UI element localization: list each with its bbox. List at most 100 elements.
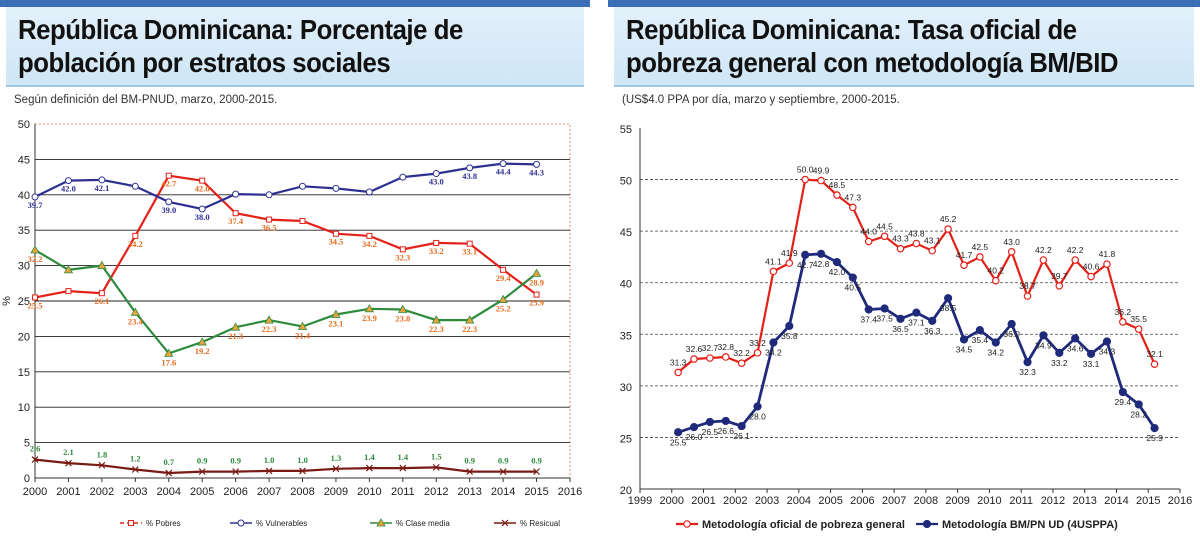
data-label: 32.3 (1019, 367, 1036, 377)
data-point (912, 239, 921, 248)
data-point (849, 203, 857, 212)
chart-panel-left: República Dominicana: Porcentaje de pobl… (0, 0, 590, 546)
data-label: 34.3 (1099, 347, 1116, 357)
data-label: 32.3 (395, 252, 410, 262)
data-point (498, 294, 508, 303)
legend-swatch-marker (922, 519, 932, 529)
data-point (97, 260, 107, 270)
data-point (1039, 331, 1048, 340)
data-label: 34.2 (362, 239, 377, 249)
data-label: 28.2 (1130, 409, 1147, 419)
data-label: 48.5 (829, 180, 846, 190)
data-point (1086, 349, 1096, 358)
data-label: 26.0 (686, 432, 703, 442)
x-tick-label: 2015 (1136, 495, 1160, 507)
data-point (265, 191, 273, 199)
data-point (975, 326, 984, 335)
x-tick-label: 1999 (628, 495, 652, 507)
data-point (431, 315, 441, 324)
data-point (366, 232, 373, 239)
data-point (1023, 358, 1032, 367)
data-point (533, 160, 541, 168)
data-label: 25.9 (529, 298, 544, 308)
data-label: 29.4 (496, 273, 512, 283)
data-point (131, 466, 139, 473)
data-label: 40.6 (1083, 262, 1100, 272)
series-1: 25.5 26.1 34.2 42.7 42.0 37.4 36.5 34.5 34.2 32.3… (28, 172, 544, 310)
data-label: 32.2 (733, 348, 750, 358)
data-point (976, 253, 984, 261)
x-tick-label: 2016 (558, 486, 582, 498)
data-point (332, 230, 339, 237)
data-label: 33.2 (749, 338, 766, 348)
x-tick-label: 2014 (1104, 495, 1128, 507)
data-point (32, 294, 38, 301)
data-point (297, 321, 308, 330)
data-label: 37.4 (228, 216, 244, 226)
data-label: 39.7 (1051, 271, 1068, 281)
data-point (432, 463, 440, 471)
data-point (30, 245, 40, 254)
data-point (785, 321, 794, 331)
x-tick-label: 2012 (424, 486, 448, 498)
series-2: 25.526.026.5 26.626.1 28.0 34.2 35.8 42.7 42.8… (670, 249, 1163, 447)
data-point (132, 232, 139, 239)
x-tick-label: 2013 (1072, 495, 1096, 507)
data-point (499, 160, 507, 168)
data-label: 34.6 (1067, 343, 1084, 353)
data-point (299, 467, 306, 475)
x-tick-label: 2011 (1009, 495, 1033, 507)
data-point (65, 288, 72, 295)
data-point (433, 239, 440, 246)
x-tick-label: 2014 (491, 486, 515, 498)
legend-swatch-marker (683, 520, 691, 528)
y-tick-label: 45 (620, 227, 632, 239)
data-label: 25.5 (670, 437, 687, 447)
data-point (721, 353, 730, 361)
data-point (299, 182, 306, 190)
data-point (165, 172, 172, 179)
x-tick-label: 2015 (524, 486, 548, 498)
data-point (769, 338, 778, 347)
series-line (34, 458, 537, 475)
data-point (232, 210, 239, 217)
x-tick-label: 2001 (56, 486, 80, 498)
data-point (332, 184, 340, 192)
series-2: 39.7 42.0 42.1 39.0 38.0 43.0 43.8 44.4 44.3 (28, 160, 544, 222)
data-point (737, 359, 746, 367)
data-label: 33.1 (462, 247, 477, 257)
data-label: 0.9 (230, 456, 241, 466)
data-point (928, 316, 937, 325)
data-label: 26.5 (702, 427, 719, 437)
x-tick-label: 2006 (850, 495, 874, 507)
x-tick-label: 2012 (1041, 495, 1065, 507)
data-point (464, 315, 475, 324)
data-label: 43.0 (1003, 237, 1020, 247)
data-label: 33.2 (1051, 358, 1068, 368)
data-label: 44.0 (860, 226, 877, 236)
data-label: 42.7 (797, 260, 814, 270)
chart-subtitle: Según definición del BM-PNUD, marzo, 200… (14, 94, 278, 106)
data-label: 31.3 (670, 357, 687, 367)
data-label: 0.9 (464, 456, 475, 466)
data-label: 1.8 (97, 449, 108, 459)
chart-panel-right: República Dominicana: Tasa oficial de po… (608, 0, 1200, 546)
data-label: 41.7 (956, 250, 973, 260)
data-label: 42.1 (94, 183, 109, 193)
data-label: 23.8 (395, 313, 410, 323)
data-label: 43.8 (462, 171, 477, 181)
data-label: 35.5 (1130, 314, 1147, 324)
data-label: 42.2 (1035, 245, 1052, 255)
data-point (1119, 318, 1127, 326)
data-point (880, 232, 889, 241)
data-point (896, 314, 905, 323)
data-point (721, 416, 730, 426)
data-label: 22.3 (262, 324, 277, 334)
data-label: 1.4 (364, 452, 375, 462)
data-label: 25.2 (496, 304, 511, 314)
data-point (64, 177, 72, 185)
x-tick-label: 2007 (257, 486, 281, 498)
y-tick-label: 10 (18, 402, 30, 414)
y-tick-label: 40 (620, 279, 632, 291)
y-tick-label: 55 (620, 124, 632, 136)
